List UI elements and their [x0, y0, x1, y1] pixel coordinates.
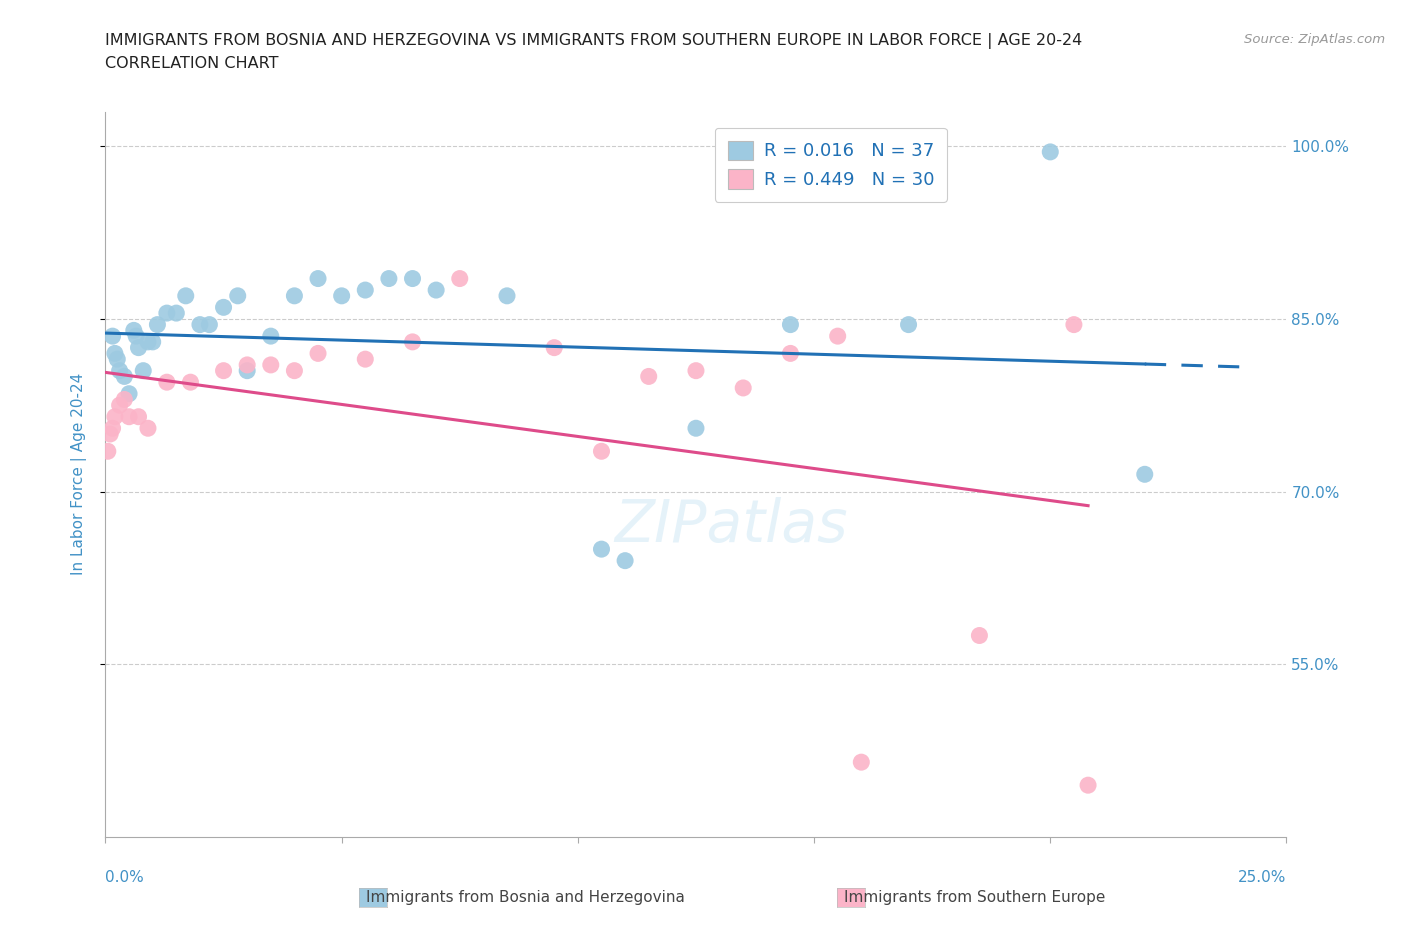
Point: [98, 427, 121, 442]
Point: [112, 392, 135, 407]
Point: [827, 328, 849, 343]
Point: [236, 357, 259, 372]
Point: [104, 346, 127, 361]
Point: [104, 409, 127, 424]
Point: [260, 357, 283, 372]
Point: [354, 283, 377, 298]
Point: [591, 541, 613, 556]
Point: [226, 288, 249, 303]
Point: [496, 288, 519, 303]
Text: 0.0%: 0.0%: [105, 870, 145, 884]
Point: [136, 335, 159, 350]
Point: [212, 299, 235, 314]
Point: [543, 340, 565, 355]
Legend: R = 0.016   N = 37, R = 0.449   N = 30: R = 0.016 N = 37, R = 0.449 N = 30: [714, 128, 946, 202]
Point: [354, 352, 377, 366]
Point: [118, 386, 141, 401]
Point: [165, 306, 187, 321]
Text: Immigrants from Southern Europe: Immigrants from Southern Europe: [844, 890, 1105, 905]
Point: [449, 272, 471, 286]
Point: [1039, 144, 1062, 159]
Point: [156, 375, 179, 390]
Point: [401, 272, 423, 286]
Point: [637, 369, 659, 384]
Point: [591, 444, 613, 458]
Point: [212, 364, 235, 379]
Point: [283, 288, 305, 303]
Text: Source: ZipAtlas.com: Source: ZipAtlas.com: [1244, 33, 1385, 46]
Point: [779, 317, 801, 332]
Point: [156, 306, 179, 321]
Point: [188, 317, 211, 332]
Point: [969, 628, 991, 643]
Point: [260, 328, 283, 343]
Point: [101, 420, 124, 435]
Text: ZIPatlas: ZIPatlas: [614, 497, 848, 553]
Point: [378, 272, 401, 286]
Point: [125, 328, 148, 343]
Point: [733, 380, 755, 395]
Point: [614, 553, 637, 568]
Point: [236, 364, 259, 379]
Point: [779, 346, 801, 361]
Point: [1133, 467, 1156, 482]
Point: [897, 317, 920, 332]
Point: [174, 288, 197, 303]
Point: [685, 364, 707, 379]
Point: [128, 340, 150, 355]
Point: [101, 328, 124, 343]
Text: Immigrants from Bosnia and Herzegovina: Immigrants from Bosnia and Herzegovina: [366, 890, 685, 905]
Point: [128, 409, 150, 424]
Text: CORRELATION CHART: CORRELATION CHART: [105, 56, 278, 71]
Point: [401, 335, 423, 350]
Point: [132, 364, 155, 379]
Point: [118, 409, 141, 424]
Point: [142, 335, 165, 350]
Point: [146, 317, 169, 332]
Y-axis label: In Labor Force | Age 20-24: In Labor Force | Age 20-24: [72, 373, 87, 576]
Point: [179, 375, 201, 390]
Point: [307, 346, 329, 361]
Point: [851, 755, 873, 770]
Text: 25.0%: 25.0%: [1239, 870, 1286, 884]
Point: [105, 352, 128, 366]
Point: [108, 364, 131, 379]
Point: [1077, 777, 1099, 792]
Point: [136, 420, 159, 435]
Point: [307, 272, 329, 286]
Point: [112, 369, 135, 384]
Point: [122, 323, 145, 338]
Point: [97, 444, 120, 458]
Point: [330, 288, 353, 303]
Point: [425, 283, 447, 298]
Point: [1063, 317, 1085, 332]
Point: [198, 317, 221, 332]
Point: [108, 398, 131, 413]
Text: IMMIGRANTS FROM BOSNIA AND HERZEGOVINA VS IMMIGRANTS FROM SOUTHERN EUROPE IN LAB: IMMIGRANTS FROM BOSNIA AND HERZEGOVINA V…: [105, 33, 1083, 48]
Point: [685, 420, 707, 435]
Point: [283, 364, 305, 379]
